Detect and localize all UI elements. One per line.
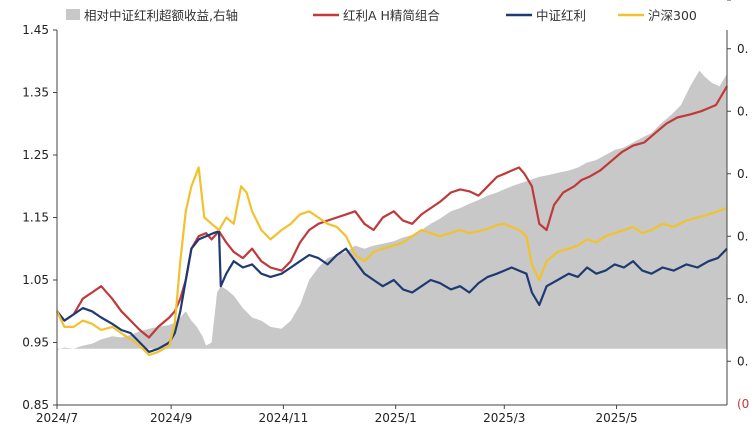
x-tick-label: 2025/1 bbox=[375, 411, 417, 425]
legend-item-1: 相对中证红利超额收益,右轴 bbox=[66, 8, 238, 23]
right-tick-label: 0. bbox=[737, 292, 748, 306]
legend: 相对中证红利超额收益,右轴 红利A H精简组合 中证红利 沪深300 bbox=[66, 8, 697, 23]
right-tick-label: 0. bbox=[737, 104, 748, 118]
y-tick-label: 1.05 bbox=[22, 273, 49, 287]
ticks-layer: 1.45 1.35 1.25 1.15 1.05 0.95 0.85 0. 0. 0. 0. 0. 0.… bbox=[22, 0, 749, 425]
x-tick-label: 2024/9 bbox=[150, 411, 192, 425]
legend-label: 相对中证红利超额收益,右轴 bbox=[84, 8, 238, 23]
right-tick-label: 0. bbox=[737, 167, 748, 181]
legend-label: 中证红利 bbox=[536, 8, 586, 23]
x-tick-label: 2025/5 bbox=[595, 411, 637, 425]
x-tick-label: 2025/3 bbox=[483, 411, 525, 425]
legend-label: 红利A H精简组合 bbox=[343, 8, 440, 23]
x-tick-label: 2024/11 bbox=[258, 411, 308, 425]
y-tick-label: 1.25 bbox=[22, 148, 49, 162]
series-layer bbox=[56, 70, 728, 357]
right-tick-label: 0. bbox=[737, 229, 748, 243]
y-tick-label: 0.95 bbox=[22, 336, 49, 350]
series-3-line bbox=[56, 230, 728, 353]
legend-swatch bbox=[66, 9, 80, 20]
legend-item-4: 沪深300 bbox=[618, 8, 697, 23]
series-4-line bbox=[56, 166, 728, 357]
right-tick-label: 0. bbox=[737, 354, 748, 368]
y-tick-label: 0.85 bbox=[22, 398, 49, 412]
y-tick-label: 1.45 bbox=[22, 23, 49, 37]
legend-label: 沪深300 bbox=[648, 8, 697, 23]
y-tick-label: 1.35 bbox=[22, 86, 49, 100]
right-tick-label: 0. bbox=[737, 42, 748, 56]
right-bottom-tick-label: (0 bbox=[737, 397, 749, 411]
legend-item-2: 红利A H精简组合 bbox=[313, 8, 440, 23]
series-2-line bbox=[56, 85, 728, 339]
legend-item-3: 中证红利 bbox=[506, 8, 586, 23]
y-tick-label: 1.15 bbox=[22, 211, 49, 225]
x-tick-label: 2024/7 bbox=[36, 411, 78, 425]
right-tick-label: 0. bbox=[737, 0, 748, 3]
